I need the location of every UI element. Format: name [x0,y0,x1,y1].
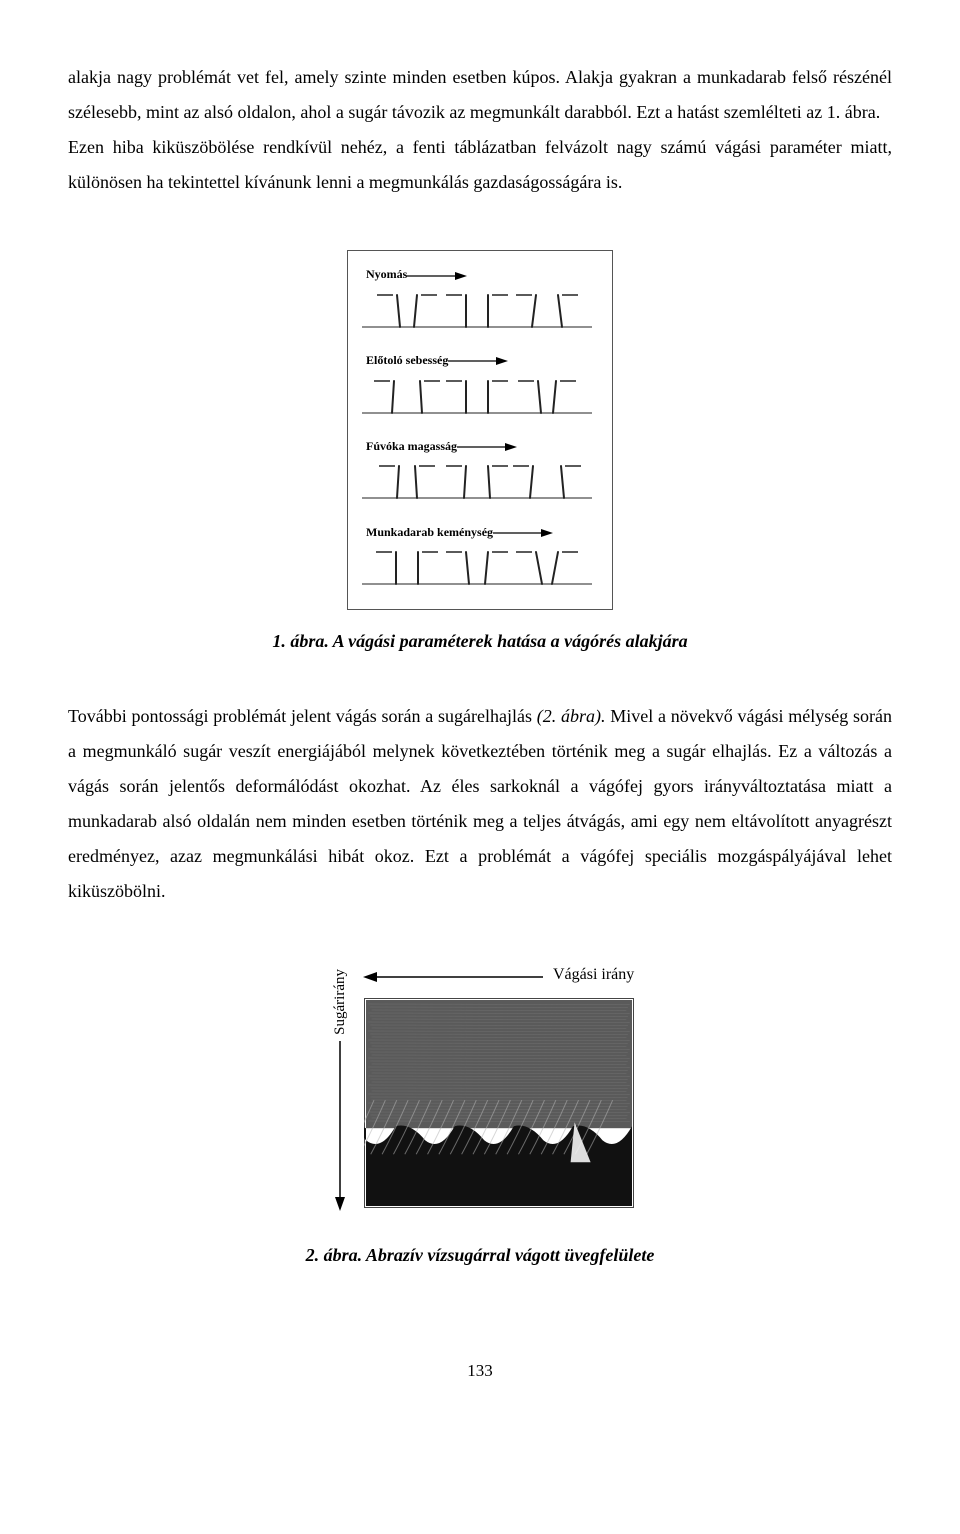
paragraph-3-fig-ref: (2. ábra). [537,706,606,726]
figure-2-image [364,998,634,1208]
figure-2-top-axis: Vágási irány [363,959,634,994]
figure-1-row-shapes [362,460,592,500]
arrow-right-icon [493,528,553,538]
paragraph-3-text-a: További pontossági problémát jelent vágá… [68,706,537,726]
figure-2-side-axis: Sugárirány [326,969,355,1211]
paragraph-1-text: alakja nagy problémát vet fel, amely szi… [68,67,892,122]
paragraph-1: alakja nagy problémát vet fel, amely szi… [68,60,892,130]
figure-1-row-shapes [362,289,592,329]
arrow-right-icon [448,356,508,366]
paragraph-3: További pontossági problémát jelent vágá… [68,699,892,910]
figure-1-row: Nyomás [362,263,592,337]
figure-1-row: Előtoló sebesség [362,349,592,423]
figure-1-frame: Nyomás Előtoló sebesség Fúvóka magasság Mun… [347,250,613,609]
paragraph-3-text-c: Mivel a növekvő vágási mélység során a m… [68,706,892,901]
figure-2: Sugárirány Vágási irány 2. ábra. Abrazív… [68,959,892,1273]
figure-2-caption: 2. ábra. Abrazív vízsugárral vágott üveg… [68,1238,892,1273]
arrow-right-icon [457,442,517,452]
figure-1-row: Fúvóka magasság [362,435,592,509]
paragraph-2: Ezen hiba kiküszöbölése rendkívül nehéz,… [68,130,892,200]
arrow-right-icon [407,271,467,281]
figure-2-side-label: Sugárirány [326,969,355,1035]
page-number: 133 [68,1354,892,1387]
arrow-left-icon [363,970,543,984]
figure-1-row: Munkadarab keménység [362,521,592,595]
arrow-down-icon [333,1041,347,1211]
figure-1-row-label: Fúvóka magasság [362,435,592,460]
figure-1: Nyomás Előtoló sebesség Fúvóka magasság Mun… [68,250,892,658]
figure-2-top-label: Vágási irány [553,959,634,990]
figure-1-row-shapes [362,546,592,586]
paragraph-2-text: Ezen hiba kiküszöbölése rendkívül nehéz,… [68,137,892,192]
figure-1-caption: 1. ábra. A vágási paraméterek hatása a v… [68,624,892,659]
figure-1-row-shapes [362,375,592,415]
figure-1-row-label: Nyomás [362,263,592,288]
figure-1-row-label: Munkadarab keménység [362,521,592,546]
figure-1-row-label: Előtoló sebesség [362,349,592,374]
